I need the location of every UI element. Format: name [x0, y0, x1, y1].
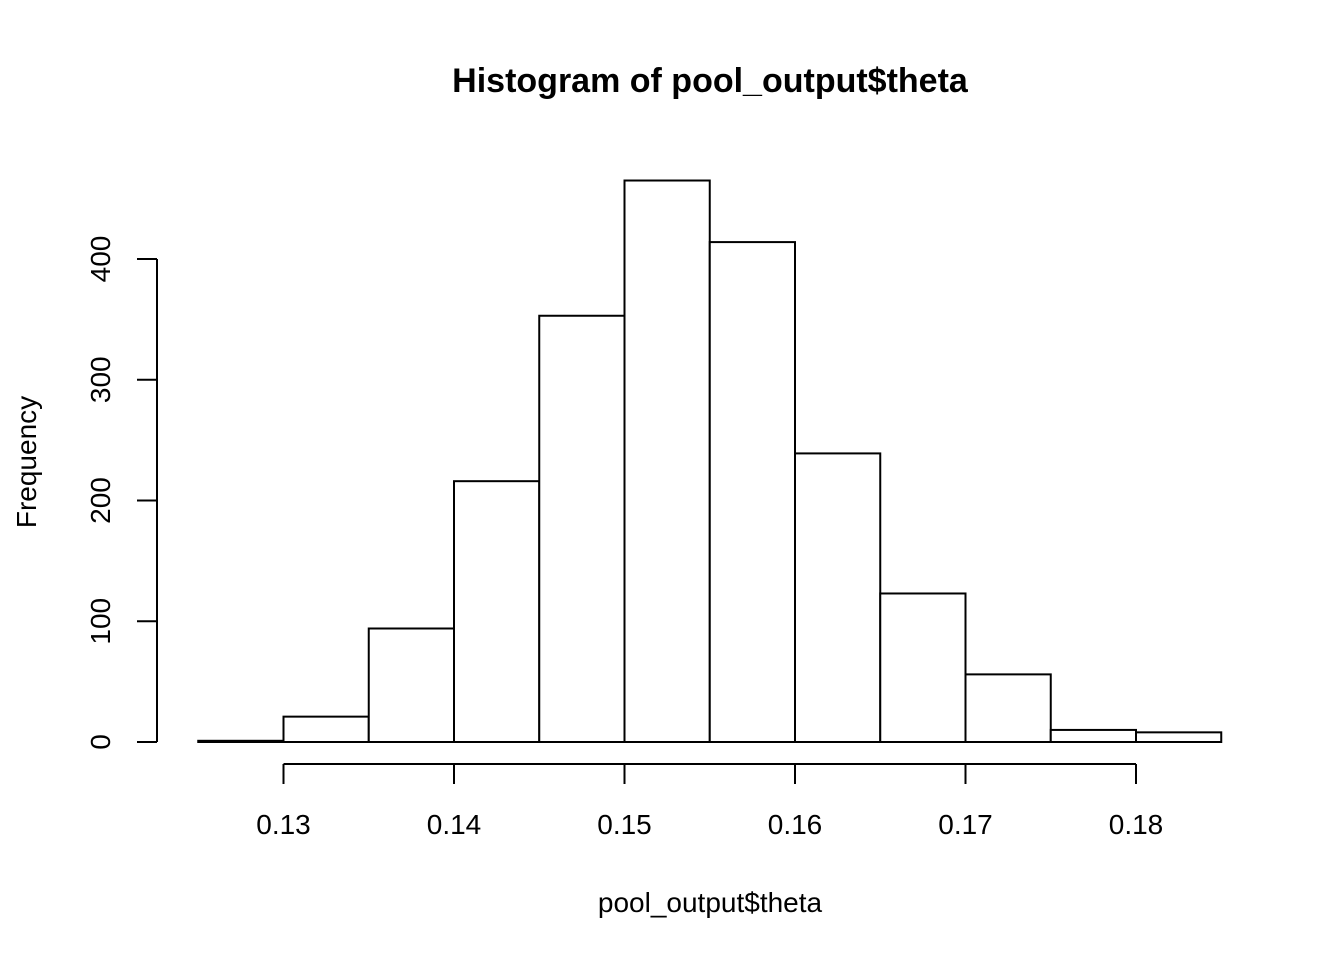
x-tick-label: 0.17: [938, 809, 993, 840]
y-axis: 0 100 200 300 400: [85, 236, 158, 750]
bars-group: [197, 179, 1223, 744]
y-tick-label: 400: [85, 236, 116, 283]
x-axis: 0.13 0.14 0.15 0.16 0.17 0.18: [256, 763, 1164, 840]
x-tick-label: 0.14: [427, 809, 482, 840]
x-tick-label: 0.18: [1109, 809, 1164, 840]
histogram-bar-3: [367, 627, 455, 743]
histogram-bar-2: [282, 715, 370, 744]
y-tick-label: 200: [85, 477, 116, 524]
histogram-bar-11: [1049, 728, 1137, 743]
x-axis-label: pool_output$theta: [598, 887, 823, 918]
y-tick-label: 100: [85, 598, 116, 645]
x-tick-label: 0.15: [597, 809, 652, 840]
histogram-bar-7: [708, 241, 796, 743]
histogram-bar-10: [964, 673, 1052, 744]
histogram-bar-8: [794, 452, 882, 743]
histogram-bar-1: [197, 739, 285, 743]
y-tick-label: 300: [85, 356, 116, 403]
histogram-bar-5: [538, 314, 626, 743]
y-axis-label: Frequency: [11, 396, 42, 528]
histogram-bar-4: [453, 480, 541, 743]
histogram-bar-9: [879, 592, 967, 743]
histogram-bar-12: [1135, 731, 1223, 744]
histogram-bar-6: [623, 179, 711, 743]
y-tick-label: 0: [85, 734, 116, 750]
chart-title: Histogram of pool_output$theta: [452, 62, 969, 100]
x-tick-label: 0.13: [256, 809, 311, 840]
x-tick-label: 0.16: [768, 809, 823, 840]
